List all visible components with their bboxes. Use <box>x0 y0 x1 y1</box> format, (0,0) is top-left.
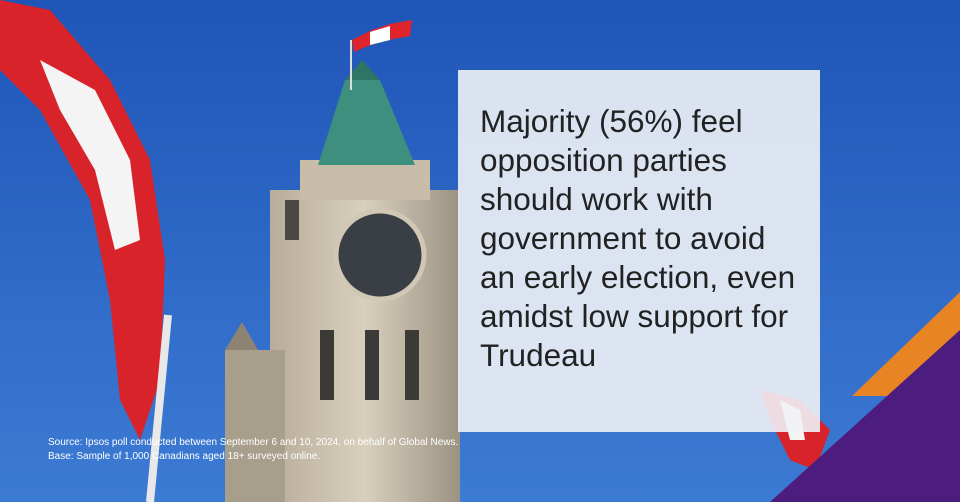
source-note: Source: Ipsos poll conducted between Sep… <box>48 436 458 464</box>
source-line: Source: Ipsos poll conducted between Sep… <box>48 437 459 448</box>
headline-panel: Majority (56%) feel opposition parties s… <box>458 70 820 432</box>
headline: Majority (56%) feel opposition parties s… <box>480 103 796 373</box>
base-line: Base: Sample of 1,000 Canadians aged 18+… <box>48 451 321 462</box>
